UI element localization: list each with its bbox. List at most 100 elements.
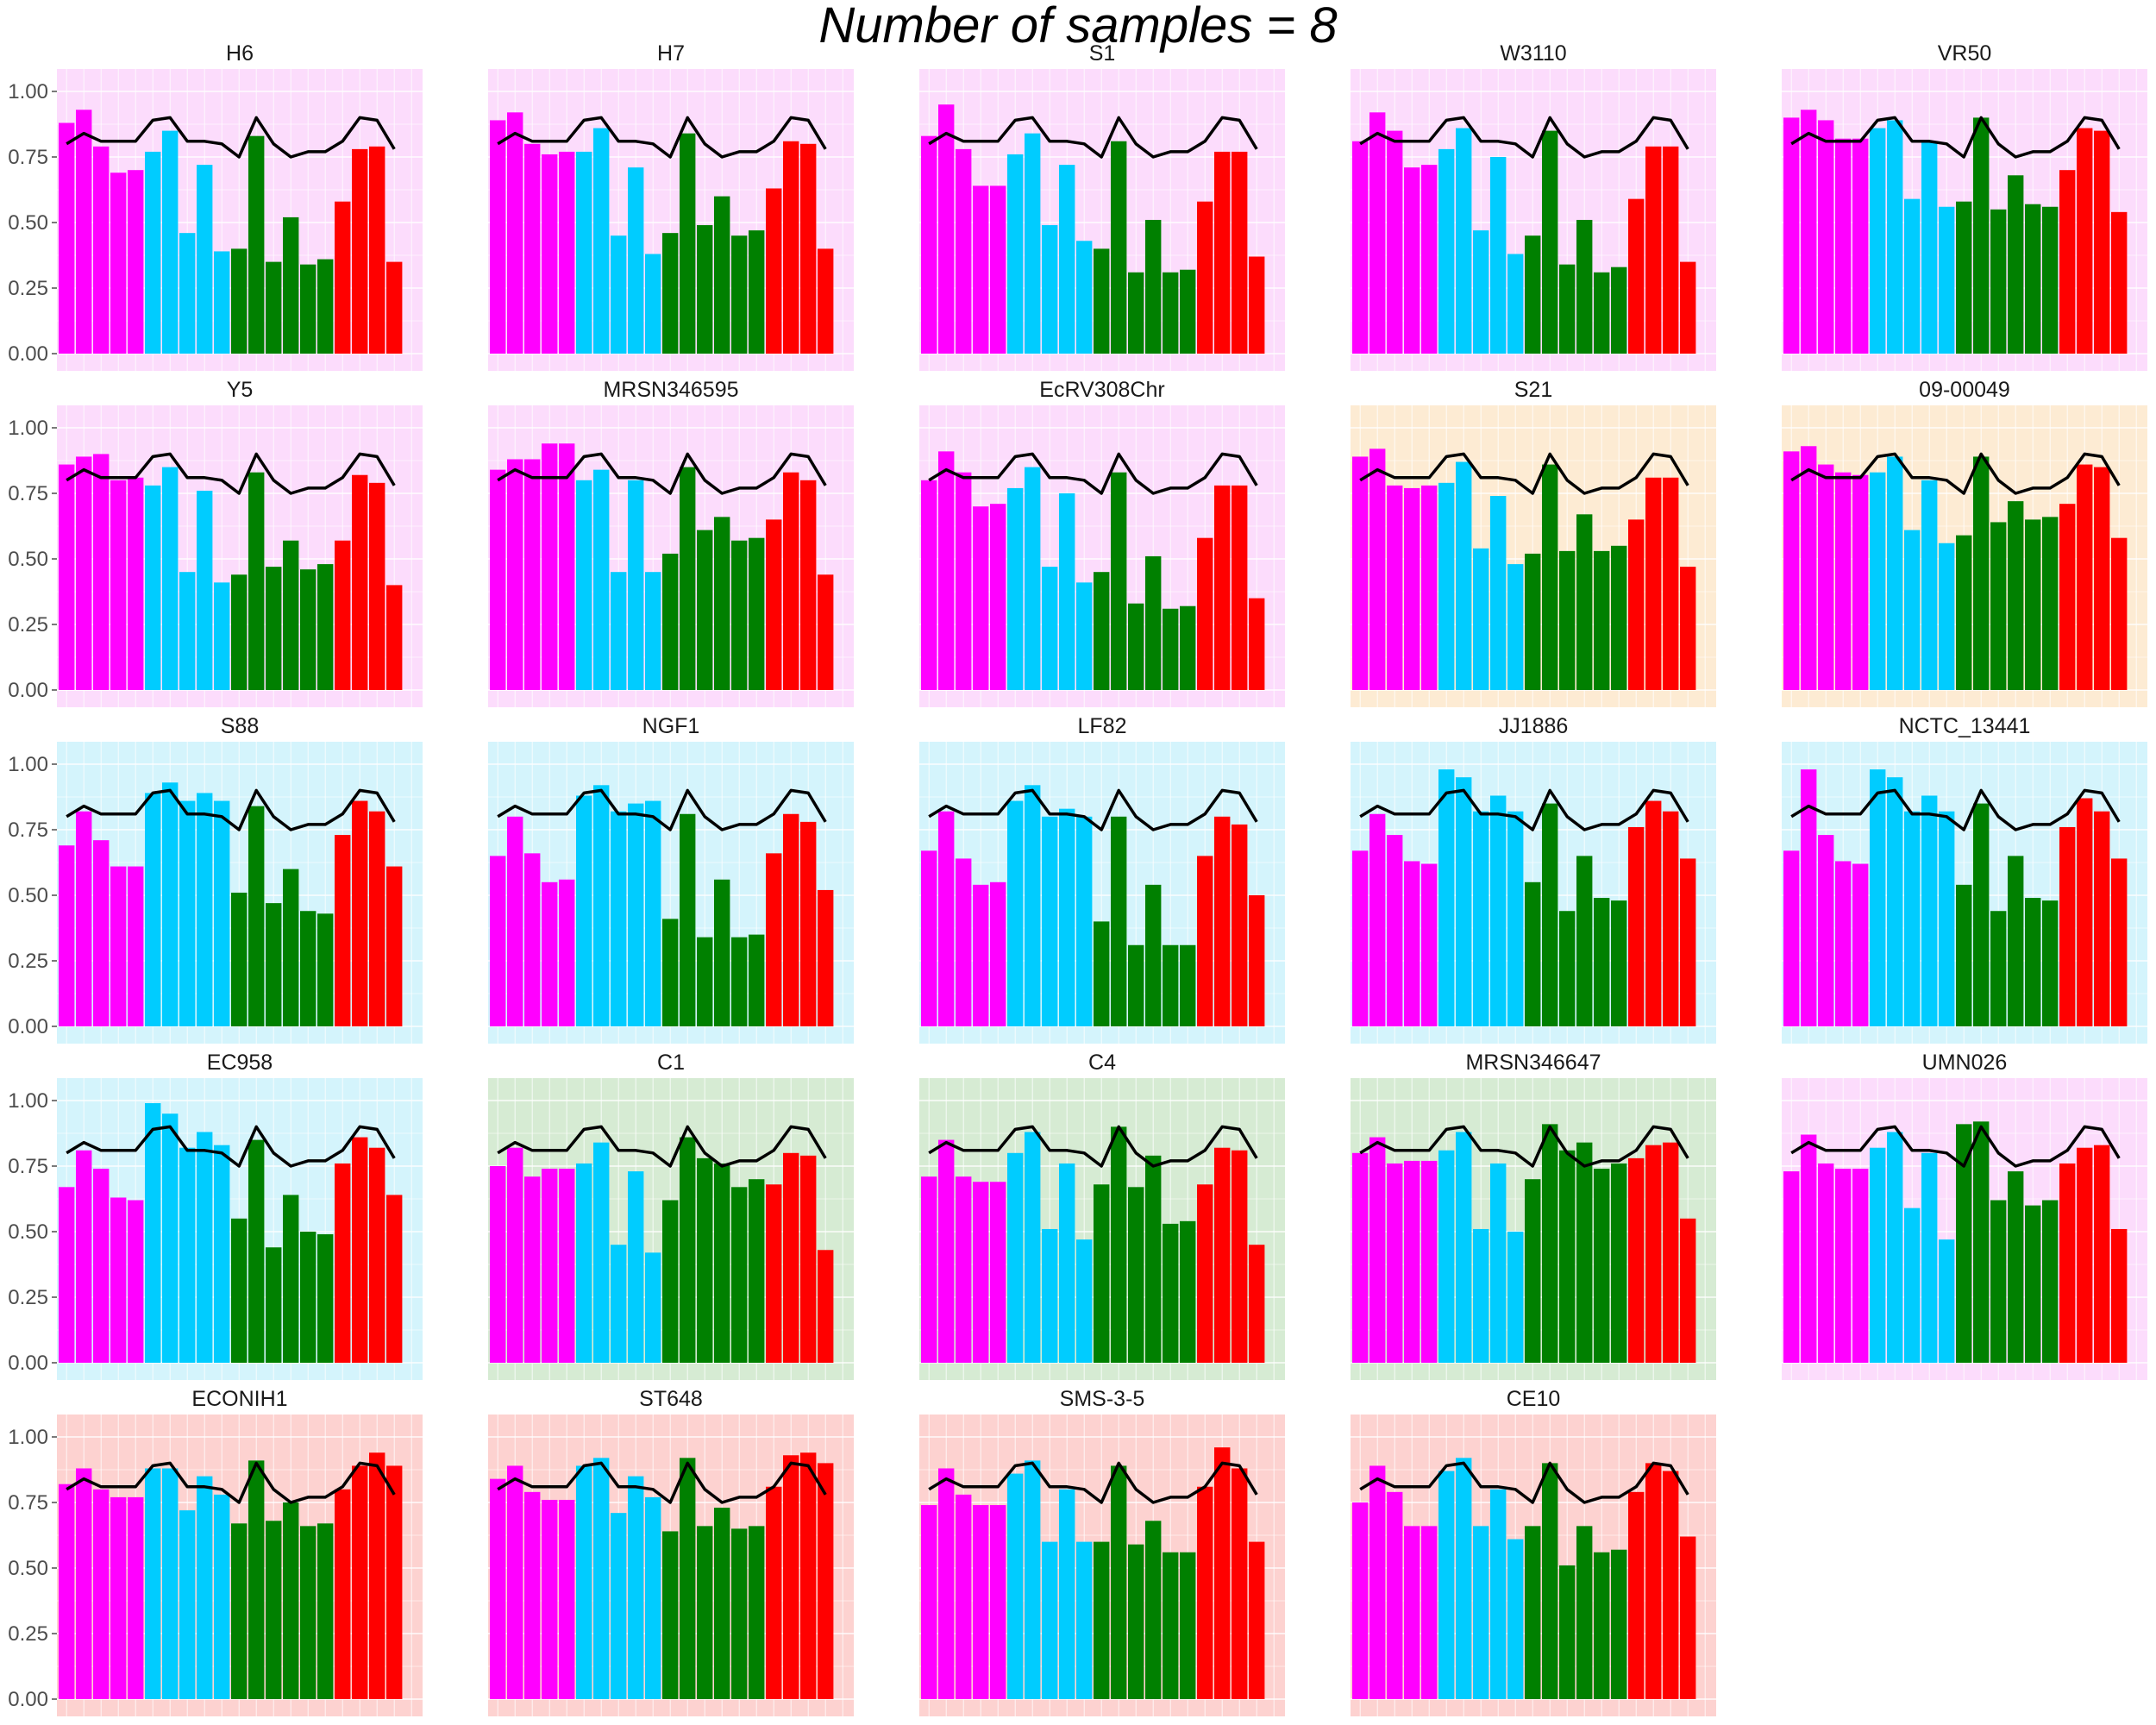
bar [317,564,334,690]
bar [1507,564,1524,690]
bar [283,1502,299,1699]
panel-CE10: CE10 [1351,1387,1716,1716]
bar [248,1139,265,1363]
panel-title: EC958 [207,1051,273,1075]
bar [507,1147,523,1363]
bar [1921,480,1938,690]
panel-title: SMS-3-5 [1060,1387,1145,1411]
bar [783,472,799,690]
bar [766,853,782,1026]
bar [956,858,972,1026]
bar [110,480,127,690]
bar [2111,1228,2128,1363]
bar [749,537,765,690]
bar [2008,856,2024,1026]
bar [1628,198,1645,354]
bar [1594,550,1610,690]
bar [1680,858,1696,1026]
bar [1369,448,1386,690]
bar [1507,1232,1524,1363]
bar [576,795,592,1026]
bar [1214,1147,1231,1363]
reference-line [1359,1125,1689,1168]
bar [76,1468,92,1699]
bar [128,170,144,354]
bar [1128,272,1144,354]
bar [1438,1471,1455,1699]
bar [1542,1124,1558,1363]
bar [1007,487,1024,690]
bar [214,582,230,690]
panel-MRSN346595: MRSN346595 [488,378,854,707]
y-tick-label: 0.00 [8,1352,48,1375]
bar [266,261,282,354]
bar [1387,1163,1403,1363]
bar [1594,898,1610,1026]
bar [76,110,92,354]
bar [1128,944,1144,1026]
bar [714,196,730,354]
chart-title: Number of samples = 8 [818,0,1338,53]
bar [714,879,730,1026]
bar [1818,835,1834,1026]
bar [179,233,196,354]
y-tick-label: 0.75 [8,146,48,169]
bar [1456,777,1472,1026]
y-tick-label: 1.00 [8,1089,48,1113]
bar [783,813,799,1026]
bar [1542,1463,1558,1699]
reference-line [66,788,396,831]
bar [1870,472,1886,690]
bar [1059,493,1075,690]
bar [1887,1132,1903,1363]
bar [1835,1169,1852,1363]
reference-line [928,788,1258,831]
bar [1939,206,1955,354]
panel-EcRV308Chr: EcRV308Chr [919,378,1285,707]
bar [938,104,955,354]
bar [938,1139,955,1363]
bar [1525,553,1541,690]
bar [1197,1486,1213,1699]
bar [2059,170,2076,354]
bar [1007,154,1024,354]
bar [1025,467,1041,690]
bar [110,866,127,1026]
bar [248,472,265,690]
bar [1404,487,1420,690]
bar [818,248,834,354]
bar [1421,1160,1438,1363]
bar [1145,1155,1162,1363]
bar [542,154,558,354]
y-tick-label: 0.50 [8,1557,48,1580]
panel-title: JJ1886 [1499,714,1569,738]
bar [1007,1152,1024,1363]
bar [1990,209,2007,354]
bar [248,135,265,354]
bar [1939,811,1955,1026]
bar [1542,130,1558,354]
panel-S21: S21 [1351,378,1716,707]
y-tick-label: 0.75 [8,819,48,842]
bar [369,1452,385,1699]
bar [956,1176,972,1363]
bar [490,469,506,690]
bar [973,1505,989,1699]
y-tick-label: 0.25 [8,613,48,637]
bar [507,459,523,690]
panel-MRSN346647: MRSN346647 [1351,1051,1716,1380]
bar [1456,461,1472,690]
bar [1576,514,1593,690]
reference-line [1790,1125,2121,1168]
bar [2025,1205,2041,1363]
bar [1473,1228,1489,1363]
bar [783,1152,799,1363]
reference-line [1359,116,1689,159]
bar [973,185,989,354]
reference-line [1790,452,2121,495]
bar [1663,1471,1679,1699]
bar [680,1137,696,1363]
bar [1197,201,1213,354]
bar [179,800,196,1026]
bar [2094,811,2110,1026]
